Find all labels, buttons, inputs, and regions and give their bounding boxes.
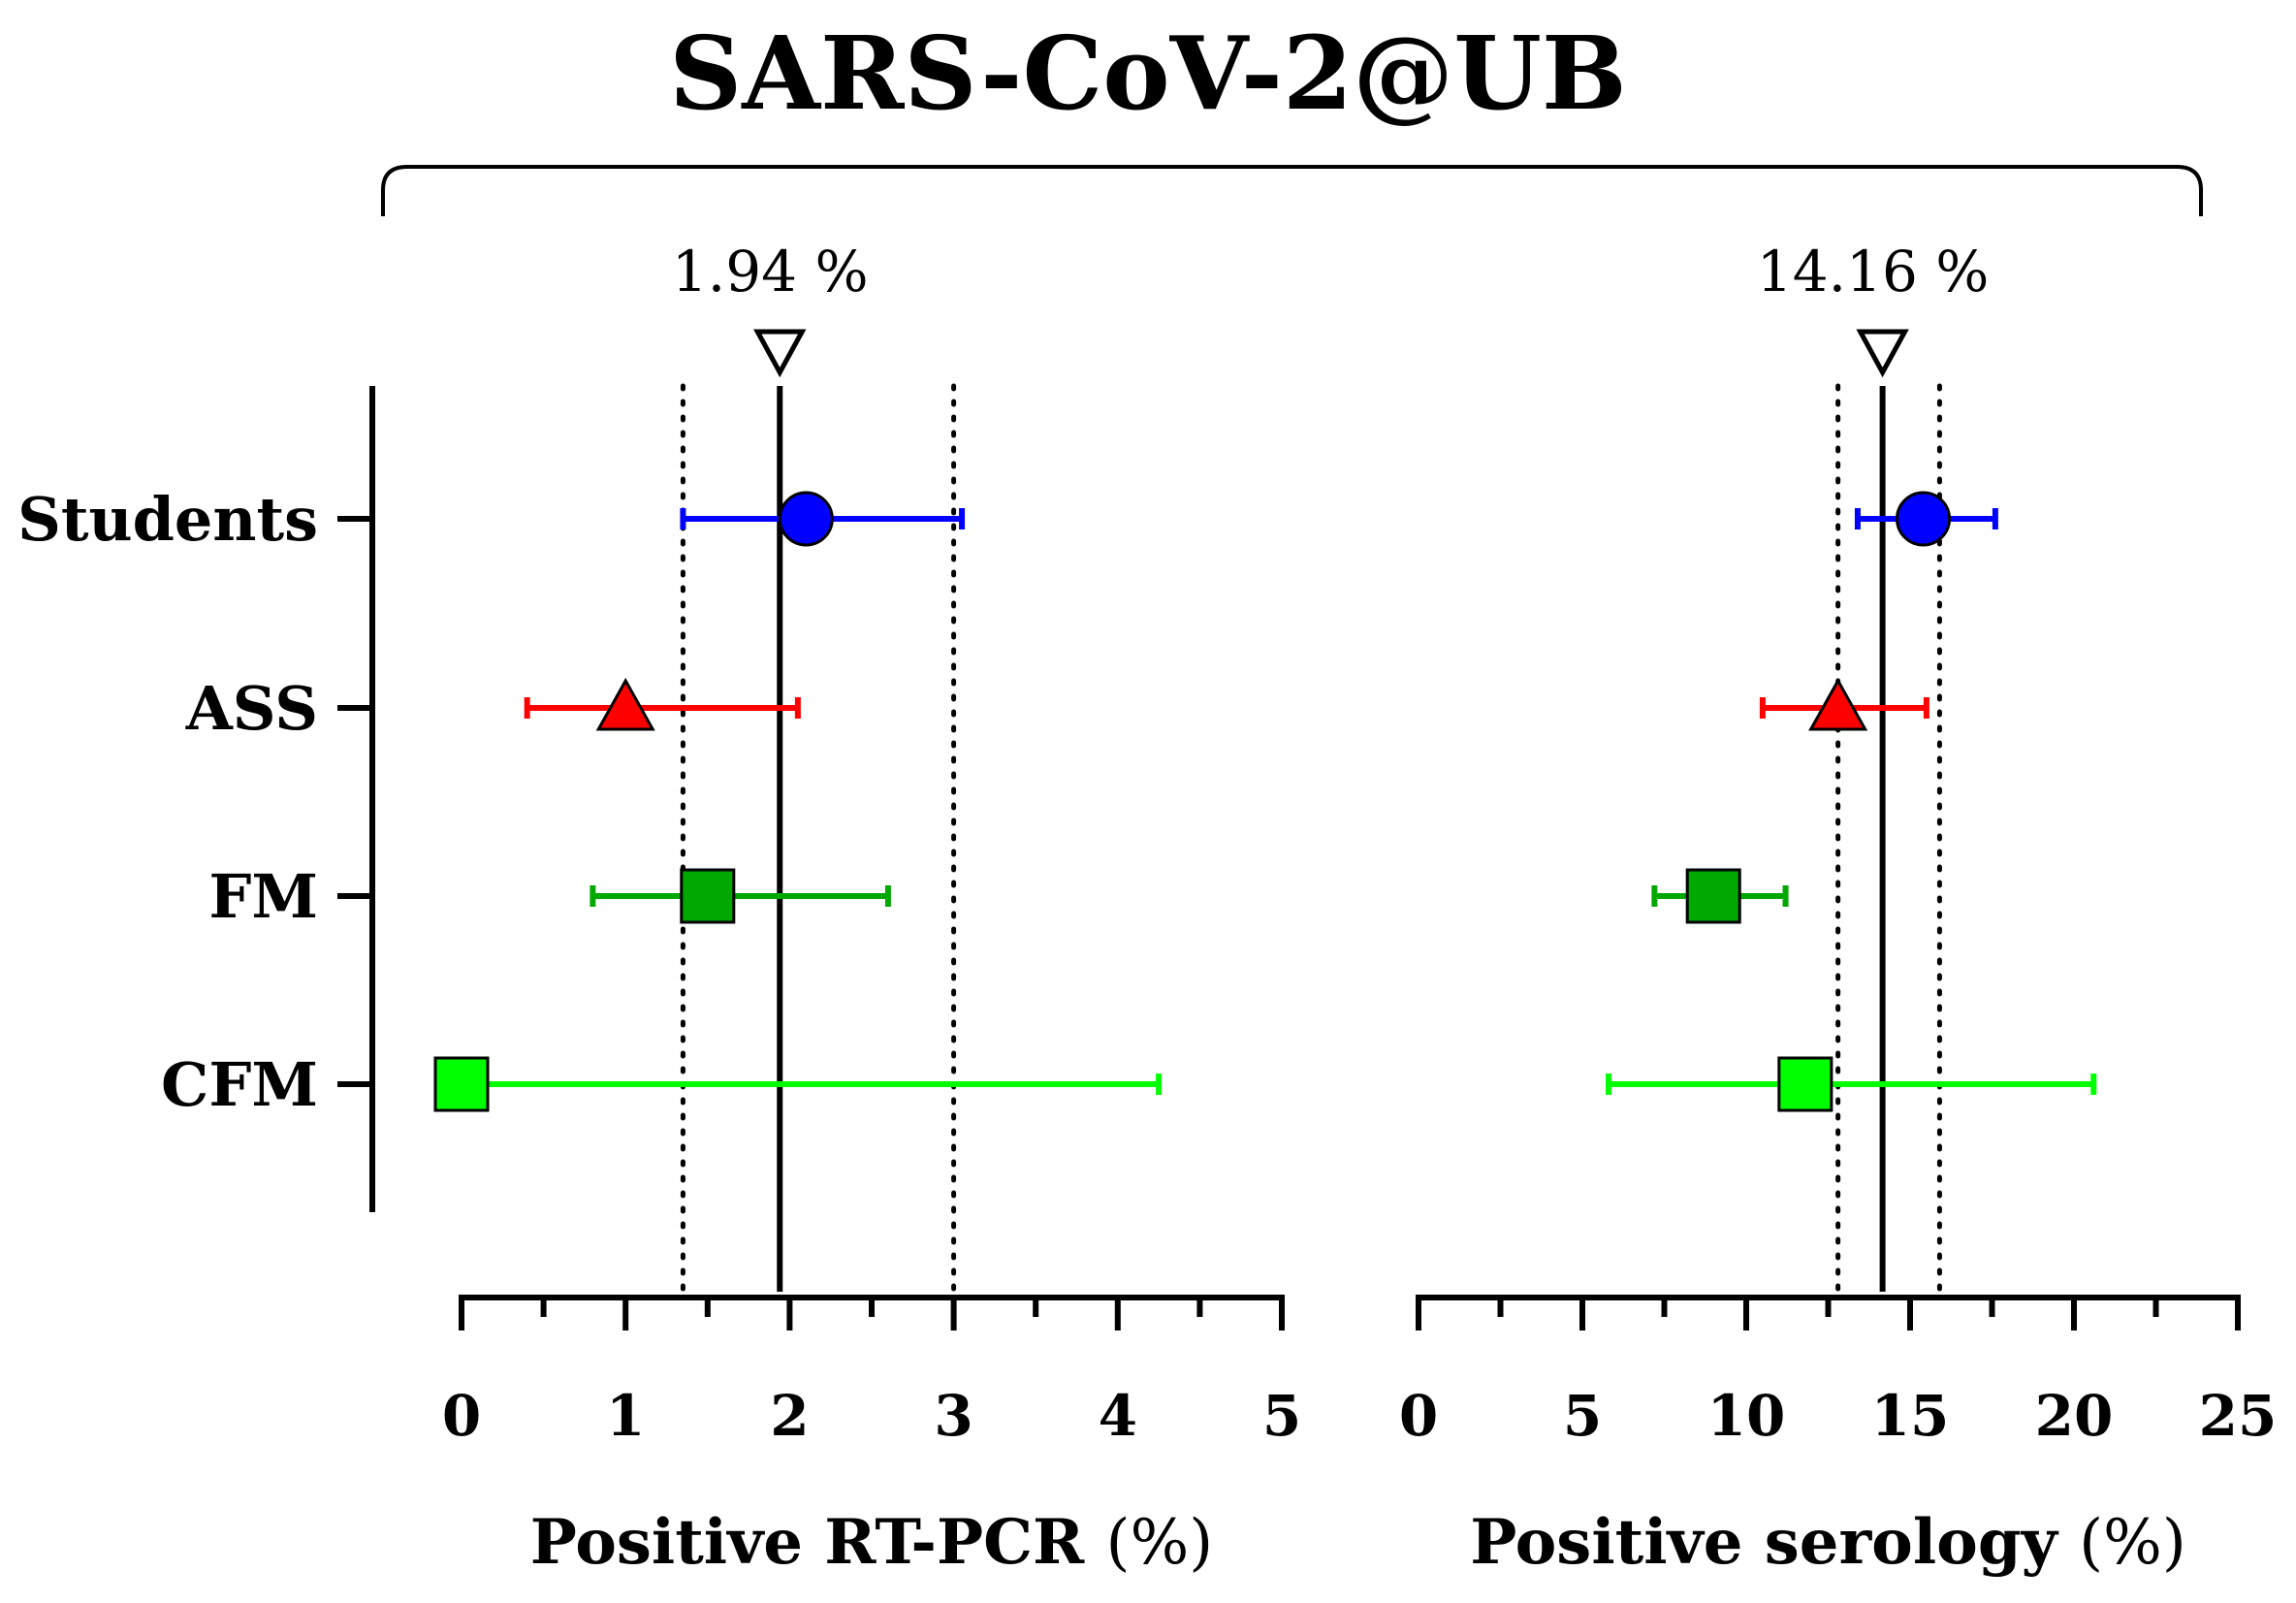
- y-label-ass: ASS: [185, 673, 318, 744]
- plot-layer: Students ASS FM CFM 0 1 2 3 4 5 Positive RT-PCR (%…: [17, 239, 2277, 1579]
- panel-1-x-tick-label-1: 1: [606, 1383, 645, 1449]
- panel-2-x-tick-label-5: 5: [1563, 1383, 1602, 1449]
- panel-1-cfm-marker-square: [433, 1056, 490, 1112]
- chart-title: SARS-CoV-2@UB: [669, 14, 1627, 133]
- panel-1-x-axis-label-unit: (%): [1105, 1507, 1213, 1579]
- panel-1-x-tick-label-0: 0: [442, 1383, 481, 1449]
- panel-1-x-tick-label-4: 4: [1099, 1383, 1137, 1449]
- panel-2-x-axis-label-main: Positive serology: [1470, 1506, 2079, 1579]
- title-bracket: [381, 165, 2203, 216]
- panel-1-x-axis-label-main: Positive RT-PCR: [530, 1506, 1106, 1579]
- panel-1-ass-marker-triangle: [595, 677, 655, 731]
- panel-2-x-tick-label-20: 20: [2035, 1383, 2114, 1449]
- panel-2-cfm-marker-square: [1777, 1056, 1834, 1112]
- y-label-cfm: CFM: [161, 1049, 318, 1120]
- y-label-fm: FM: [208, 861, 318, 932]
- panel-2-x-axis-label-unit: (%): [2079, 1507, 2186, 1579]
- y-label-students: Students: [17, 484, 318, 555]
- panel-2-ass-marker-triangle: [1808, 677, 1868, 731]
- panel-1-students-marker-circle: [778, 491, 834, 547]
- panel-1-fm-marker-square: [680, 868, 736, 924]
- panel-2-x-tick-label-15: 15: [1871, 1383, 1950, 1449]
- panel-2-fm-marker-square: [1685, 868, 1741, 924]
- panel-2-students-marker-circle: [1896, 491, 1952, 547]
- panel-2-x-tick-label-25: 25: [2199, 1383, 2278, 1449]
- panel-1-x-tick-label-3: 3: [934, 1383, 973, 1449]
- panel-1-x-tick-label-2: 2: [770, 1383, 809, 1449]
- panel-1-x-tick-label-5: 5: [1262, 1383, 1301, 1449]
- panel-2-x-tick-label-0: 0: [1399, 1383, 1438, 1449]
- panel-2-x-tick-label-10: 10: [1707, 1383, 1786, 1449]
- panel-1-reference-marker: [753, 329, 807, 378]
- panel-2-x-axis-label: Positive serology (%): [1470, 1506, 2186, 1579]
- panel-1-x-axis-label: Positive RT-PCR (%): [530, 1506, 1213, 1579]
- panel-2-reference-marker: [1856, 329, 1909, 378]
- panel-2-reference-label: 14.16 %: [1757, 239, 1990, 305]
- panel-1-reference-label: 1.94 %: [672, 239, 869, 305]
